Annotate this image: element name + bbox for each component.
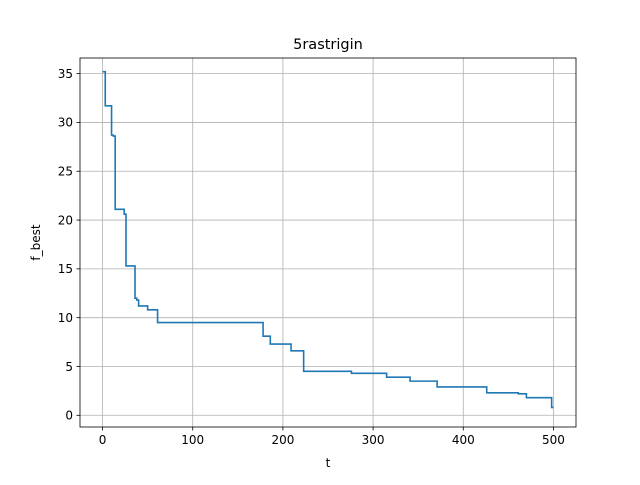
y-tick-label: 30 <box>58 116 73 130</box>
x-tick-label: 200 <box>271 433 294 447</box>
y-tick-label: 0 <box>65 409 73 423</box>
chart-title: 5rastrigin <box>293 37 363 53</box>
x-tick-label: 300 <box>362 433 385 447</box>
x-tick-label: 400 <box>452 433 475 447</box>
x-tick-label: 100 <box>181 433 204 447</box>
ticks: 0 100 200 300 400 500 0 5 10 15 20 25 30 35 <box>58 67 565 447</box>
plot-frame <box>79 57 577 428</box>
grid <box>80 58 576 427</box>
x-tick-label: 0 <box>99 433 107 447</box>
y-tick-label: 10 <box>58 311 73 325</box>
y-tick-label: 20 <box>58 213 73 227</box>
y-tick-label: 25 <box>58 165 73 179</box>
series-line <box>102 70 554 409</box>
series-layer <box>102 70 554 409</box>
x-tick-label: 500 <box>542 433 565 447</box>
y-tick-label: 35 <box>58 67 73 81</box>
x-axis-label: t <box>326 456 331 470</box>
y-tick-label: 5 <box>65 360 73 374</box>
y-axis-label: f_best <box>29 224 43 260</box>
y-tick-label: 15 <box>58 262 73 276</box>
